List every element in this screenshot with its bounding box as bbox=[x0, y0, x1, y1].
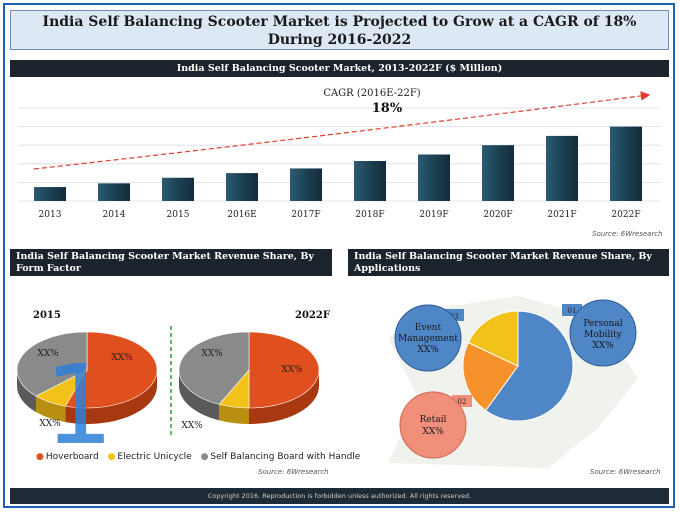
bubble-name: Retail bbox=[420, 415, 447, 425]
bar bbox=[98, 183, 130, 201]
x-tick-label: 2022F bbox=[611, 210, 640, 220]
pie-chart-2022f: XX% XX% XX% bbox=[178, 331, 320, 431]
x-tick-label: 2015 bbox=[167, 210, 190, 220]
pie-slice-side bbox=[17, 370, 36, 413]
bar-source: Source: 6Wresearch bbox=[592, 230, 663, 238]
bubble-personal-mobility: 01 Personal Mobility XX% bbox=[562, 299, 637, 367]
form-factor-header: India Self Balancing Scooter Market Reve… bbox=[10, 249, 332, 286]
application-pie-slice bbox=[467, 310, 519, 367]
title-box: India Self Balancing Scooter Market is P… bbox=[10, 10, 669, 50]
bubble-number: 02 bbox=[458, 398, 467, 406]
applications-source: Source: 6Wresearch bbox=[590, 468, 661, 476]
bubble-name-line-2: Mobility bbox=[584, 330, 623, 340]
pie-slice bbox=[16, 331, 88, 397]
pie-slice-side bbox=[35, 396, 66, 423]
pie-year-2022f: 2022F bbox=[295, 310, 330, 321]
bar bbox=[162, 177, 194, 201]
x-tick-label: 2017F bbox=[291, 210, 320, 220]
bubble-value: XX% bbox=[422, 427, 444, 437]
pie-slice-side bbox=[179, 370, 220, 421]
legend-hoverboard: Hoverboard bbox=[45, 452, 99, 462]
pie-data-label: XX% bbox=[281, 365, 303, 375]
bubble-name-line-2: Management bbox=[398, 334, 458, 344]
pie-slice bbox=[178, 331, 250, 405]
x-tick-label: 2019F bbox=[419, 210, 448, 220]
pie-data-label: XX% bbox=[37, 349, 59, 359]
x-tick-label: 2016E bbox=[227, 210, 256, 220]
bar bbox=[34, 187, 66, 201]
form-factor-header-line-2: (2015 & 2022F) bbox=[16, 275, 100, 286]
bar bbox=[290, 168, 322, 201]
x-tick-label: 2013 bbox=[39, 210, 62, 220]
bubble-event-management: 03 Event Management XX% bbox=[394, 304, 464, 372]
bubble-value: XX% bbox=[592, 341, 614, 351]
pie-data-label: XX% bbox=[111, 353, 133, 363]
pie-chart-2015: XX% XX% XX% bbox=[16, 331, 158, 429]
title-line-1: India Self Balancing Scooter Market is P… bbox=[42, 14, 637, 30]
legend-bullet-electric-unicycle: ● bbox=[107, 452, 116, 462]
cagr-value: 18% bbox=[372, 101, 403, 116]
pie-divider bbox=[170, 326, 172, 436]
bar bbox=[418, 154, 450, 201]
cagr-label: CAGR (2016E-22F) bbox=[323, 88, 420, 99]
pie-slice-side bbox=[249, 370, 319, 424]
copyright-footer: Copyright 2016. Reproduction is forbidde… bbox=[10, 488, 669, 504]
bar bbox=[226, 173, 258, 201]
applications-chart: 03 Event Management XX% 01 Personal Mobi… bbox=[388, 296, 638, 468]
legend-bullet-board-with-handle: ● bbox=[200, 452, 209, 462]
pie-legend: ● Hoverboard ● Electric Unicycle ● Self Bal… bbox=[36, 452, 360, 463]
pie-data-label: XX% bbox=[181, 421, 203, 431]
legend-board-with-handle: Self Balancing Board with Handle bbox=[210, 452, 361, 462]
bubble-circle bbox=[399, 391, 467, 459]
pie-slice bbox=[248, 331, 320, 409]
slide-border bbox=[3, 3, 675, 508]
bubble-name-line-1: Personal bbox=[583, 319, 622, 329]
bar bbox=[482, 145, 514, 201]
bar bbox=[610, 126, 642, 201]
bubble-circle bbox=[569, 299, 637, 367]
application-pie-slice bbox=[484, 310, 574, 422]
bubble-number: 01 bbox=[568, 307, 577, 315]
bubble-retail: 02 Retail XX% bbox=[399, 391, 472, 459]
x-tick-label: 2014 bbox=[103, 210, 126, 220]
form-factor-source: Source: 6Wresearch bbox=[258, 468, 329, 476]
x-tick-label: 2020F bbox=[483, 210, 512, 220]
pie-slice bbox=[64, 331, 158, 409]
title-line-2: During 2016-2022 bbox=[267, 32, 412, 48]
bubble-name-line-1: Event bbox=[415, 323, 442, 333]
legend-bullet-hoverboard: ● bbox=[36, 452, 44, 462]
pie-year-2015: 2015 bbox=[33, 310, 61, 321]
trend-arrow bbox=[33, 91, 651, 170]
x-tick-label: 2021F bbox=[547, 210, 576, 220]
applications-header-line-2: (2015) bbox=[354, 275, 390, 286]
bar bbox=[354, 161, 386, 201]
applications-header-line-1: India Self Balancing Scooter Market Reve… bbox=[354, 251, 652, 274]
form-factor-header-line-1: India Self Balancing Scooter Market Reve… bbox=[16, 251, 314, 274]
bubble-circle bbox=[394, 304, 462, 372]
slide-number-overlay: 1 bbox=[44, 341, 114, 469]
pie-slice-side bbox=[219, 404, 249, 424]
x-tick-label: 2018F bbox=[355, 210, 384, 220]
pie-data-label: XX% bbox=[201, 349, 223, 359]
bar-chart: 2013 2014 2015 2016E 2017F 2018F 2019F 2020F 202… bbox=[18, 88, 660, 220]
bar-chart-header: India Self Balancing Scooter Market, 201… bbox=[10, 60, 669, 77]
applications-header: India Self Balancing Scooter Market Reve… bbox=[348, 249, 669, 286]
legend-electric-unicycle: Electric Unicycle bbox=[117, 452, 192, 462]
bubble-value: XX% bbox=[417, 345, 439, 355]
bar bbox=[546, 135, 578, 201]
pie-slice-side bbox=[65, 370, 157, 424]
pie-data-label: XX% bbox=[39, 419, 61, 429]
